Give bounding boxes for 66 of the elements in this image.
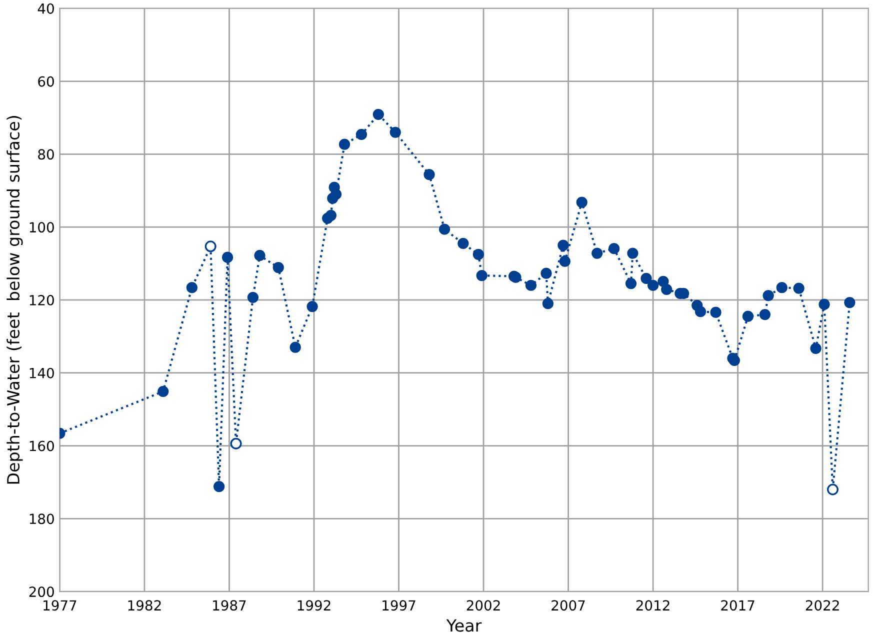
y-tick-label: 60 [38, 76, 54, 87]
point [214, 481, 225, 492]
point [438, 224, 450, 235]
point [844, 296, 856, 308]
x-tick-label: 2012 [636, 600, 670, 611]
x-axis-title: Year [446, 619, 482, 632]
point [272, 262, 284, 274]
point [810, 342, 822, 354]
point [458, 238, 469, 250]
point [424, 169, 435, 180]
point [290, 342, 301, 353]
point [710, 306, 722, 318]
point [476, 270, 488, 282]
point [661, 284, 672, 295]
point [559, 256, 570, 267]
point [338, 138, 350, 150]
point [356, 128, 368, 140]
point [728, 354, 740, 366]
y-tick-label: 140 [30, 368, 54, 378]
x-tick-label: 1987 [213, 600, 246, 611]
point [658, 276, 669, 287]
point [158, 386, 169, 398]
point [627, 248, 638, 259]
point [576, 196, 588, 208]
point [186, 282, 198, 294]
point [818, 298, 830, 310]
point [592, 248, 603, 259]
point [330, 188, 342, 200]
x-tick-label: 1997 [382, 600, 416, 611]
y-tick-label: 180 [30, 514, 54, 524]
x-tick-label: 1977 [44, 600, 76, 611]
x-tick-label: 1982 [128, 600, 161, 611]
x-tick-label: 2017 [721, 600, 754, 611]
point [390, 126, 401, 138]
point [542, 298, 554, 310]
point [640, 272, 652, 284]
y-axis-title: Depth-to-Water (feet below ground surface) [6, 116, 23, 484]
point [325, 210, 336, 221]
point [472, 248, 484, 260]
point [254, 250, 266, 262]
point [759, 308, 770, 320]
point [372, 108, 384, 120]
x-tick-label: 1992 [298, 600, 330, 611]
y-tick-label: 80 [38, 149, 54, 160]
point [306, 300, 318, 312]
x-tick-label: 2002 [466, 600, 500, 611]
point [558, 240, 569, 251]
y-tick-label: 160 [30, 440, 54, 452]
point [608, 243, 620, 254]
point [222, 252, 234, 263]
point [647, 280, 659, 291]
point [793, 282, 804, 294]
point [742, 310, 754, 322]
point [625, 278, 637, 290]
y-tick-label: 100 [30, 222, 54, 233]
x-tick-label: 2022 [806, 600, 839, 611]
point [540, 268, 552, 279]
y-tick-label: 40 [38, 3, 54, 14]
point [525, 280, 537, 291]
point [776, 282, 788, 294]
point [694, 306, 706, 318]
point [247, 292, 259, 303]
y-tick-label: 120 [30, 294, 54, 306]
y-tick-label: 200 [29, 586, 54, 598]
point [762, 290, 774, 302]
x-tick-label: 2007 [552, 600, 585, 611]
